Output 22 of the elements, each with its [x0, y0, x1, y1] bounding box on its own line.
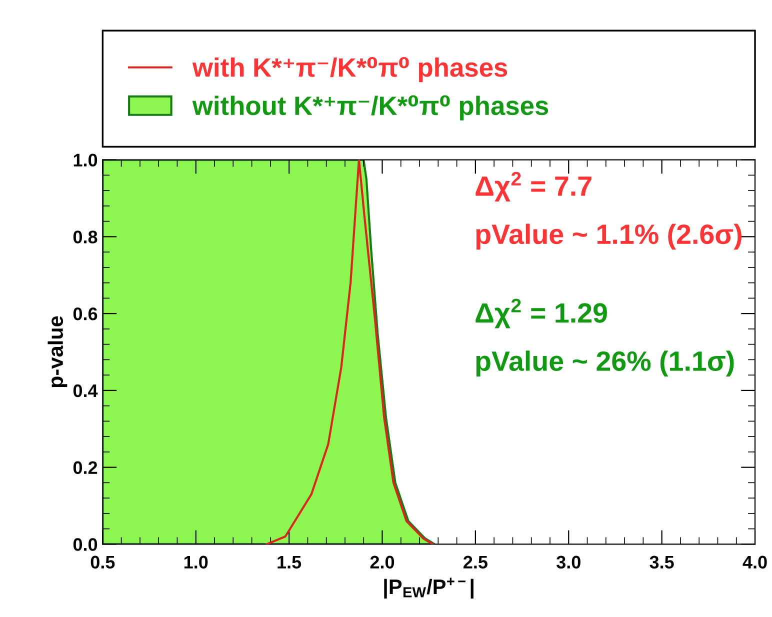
annotation: pValue ~ 26% (1.1σ)	[476, 350, 734, 376]
annotation: pValue ~ 1.1% (2.6σ)	[476, 224, 742, 250]
x-tick-label: 3.0	[556, 556, 580, 569]
y-tick-label: 0.8	[73, 230, 98, 244]
annotation: Δχ$^{2}$ = 7.7	[476, 172, 592, 202]
legend-label: with K*⁺π⁻/K*⁰π⁰ phases	[192, 57, 508, 82]
y-axis-title: p-value	[48, 316, 68, 388]
x-tick-label: 4.0	[742, 556, 767, 569]
y-tick-label: 0.4	[73, 384, 98, 398]
y-tick-label: 0.0	[73, 538, 98, 551]
x-axis-title: |P$_{EW}$/P$^{+−}$|	[384, 578, 474, 599]
x-tick-label: 2.5	[464, 556, 488, 569]
y-tick-label: 0.6	[73, 307, 98, 320]
y-tick-label: 0.2	[73, 461, 98, 474]
y-tick-label: 1.0	[74, 154, 98, 167]
x-tick-label: 2.0	[370, 556, 394, 569]
x-tick-label: 0.5	[90, 556, 115, 569]
x-tick-label: 3.5	[650, 556, 674, 569]
x-tick-label: 1.5	[278, 556, 302, 569]
legend-label: without K*⁺π⁻/K*⁰π⁰ phases	[192, 95, 548, 120]
annotation: Δχ$^{2}$ = 1.29	[476, 298, 607, 328]
x-tick-label: 1.0	[184, 556, 208, 569]
